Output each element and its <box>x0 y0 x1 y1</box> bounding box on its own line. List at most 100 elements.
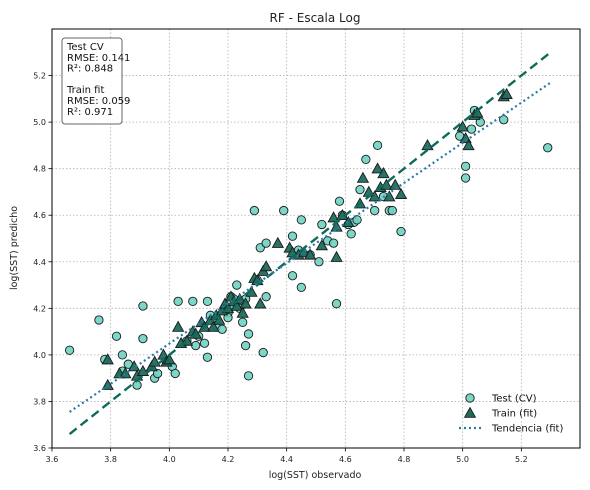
test-point <box>202 352 213 362</box>
train-point <box>383 190 396 202</box>
test-point <box>314 257 324 267</box>
identity-line <box>68 51 552 435</box>
train-point <box>462 139 475 151</box>
x-tick-label: 5.2 <box>515 455 528 464</box>
annotation-line: Train fit <box>66 85 104 96</box>
x-tick-label: 3.8 <box>104 455 117 464</box>
plot-frame <box>51 28 581 449</box>
train-point <box>500 87 513 99</box>
test-point <box>152 368 163 379</box>
y-tick-label: 5.2 <box>33 72 46 81</box>
test-point <box>317 219 327 230</box>
test-point <box>261 238 271 248</box>
train-point <box>394 187 408 200</box>
axes: 3.6 3.8 4.0 4.2 4.4 4.6 4.8 5.0 5.2 3.6 3.8 4.0 4.2 4… <box>33 28 581 464</box>
trend-line <box>68 81 552 413</box>
test-point <box>296 282 306 293</box>
x-axis-label: log(SST) observado <box>269 470 362 481</box>
annotation-line: RMSE: 0.141 <box>67 53 130 64</box>
train-point <box>163 353 176 365</box>
y-tick-label: 4.6 <box>33 211 46 220</box>
data-points <box>64 87 553 390</box>
test-point <box>173 296 183 306</box>
train-point <box>254 297 267 309</box>
y-tick-label: 4.2 <box>33 304 46 313</box>
y-tick-label: 4.0 <box>33 351 46 360</box>
test-point <box>346 229 356 239</box>
train-point <box>213 313 226 325</box>
test-point <box>111 331 122 341</box>
x-tick-label: 4.2 <box>222 455 235 464</box>
test-point <box>138 301 148 311</box>
chart-title: RF - Escala Log <box>270 11 361 25</box>
train-point <box>456 120 469 132</box>
test-point <box>296 215 306 225</box>
test-point <box>261 292 271 302</box>
test-point <box>94 315 104 325</box>
train-point <box>368 190 381 202</box>
test-point <box>202 296 213 306</box>
train-point <box>101 353 114 365</box>
test-point <box>258 347 268 358</box>
y-tick-label: 3.6 <box>33 444 46 453</box>
train-point <box>330 220 343 232</box>
y-tick-label: 4.8 <box>33 165 46 174</box>
test-point <box>132 380 142 390</box>
train-point <box>327 211 340 223</box>
test-point <box>466 124 477 134</box>
legend-train-label: Train (fit) <box>491 409 537 420</box>
legend-test-label: Test (CV) <box>491 394 537 405</box>
annotation-box <box>61 37 123 125</box>
test-point <box>352 215 362 225</box>
legend-test-marker <box>465 393 475 403</box>
test-point <box>396 226 406 237</box>
test-point <box>499 115 509 125</box>
annotation-line: R²: 0.971 <box>67 107 113 118</box>
test-point <box>328 238 339 248</box>
train-point <box>271 236 285 248</box>
test-point <box>475 117 485 127</box>
test-point <box>355 184 365 195</box>
train-point <box>356 171 370 183</box>
train-point <box>171 320 185 332</box>
y-tick-label: 3.8 <box>33 397 46 406</box>
legend-train-marker <box>463 406 477 418</box>
test-point <box>361 154 371 165</box>
annotation-line: Test CV <box>66 42 104 53</box>
test-point <box>188 296 198 306</box>
test-point <box>334 196 345 206</box>
train-point <box>136 364 150 376</box>
train-point <box>259 260 273 272</box>
reference-lines <box>68 51 552 435</box>
train-point <box>330 250 343 262</box>
train-point <box>377 166 390 179</box>
test-point <box>238 317 248 327</box>
test-point <box>64 345 75 355</box>
test-point <box>199 338 210 348</box>
test-point <box>460 161 471 171</box>
test-point <box>331 299 342 309</box>
x-tick-label: 4.0 <box>163 455 176 464</box>
test-point <box>243 371 254 381</box>
train-point <box>371 162 384 174</box>
train-point <box>230 299 243 311</box>
test-point <box>138 333 148 344</box>
test-point <box>460 173 471 183</box>
x-tick-label: 3.6 <box>46 455 59 464</box>
legend-trend-label: Tendencia (fit) <box>491 424 563 435</box>
train-point <box>236 306 249 318</box>
x-tick-label: 4.4 <box>280 455 293 464</box>
train-point <box>315 239 329 251</box>
train-point <box>421 139 434 151</box>
y-axis-label: log(SST) predicho <box>9 206 20 290</box>
annotation-line: R²: 0.848 <box>67 64 113 75</box>
x-tick-label: 4.8 <box>398 455 411 464</box>
train-point <box>303 248 317 260</box>
train-point <box>239 297 252 309</box>
train-point <box>207 320 220 332</box>
test-point <box>217 324 227 334</box>
test-point <box>170 368 180 379</box>
train-point <box>380 178 393 190</box>
